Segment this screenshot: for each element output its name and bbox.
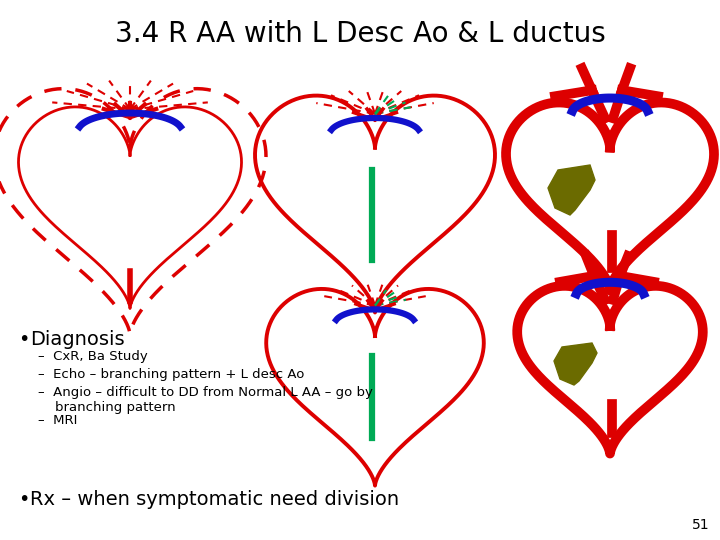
- Text: •: •: [18, 330, 30, 349]
- Text: 51: 51: [693, 518, 710, 532]
- Text: –  Echo – branching pattern + L desc Ao: – Echo – branching pattern + L desc Ao: [38, 368, 305, 381]
- Text: Diagnosis: Diagnosis: [30, 330, 125, 349]
- Text: Rx – when symptomatic need division: Rx – when symptomatic need division: [30, 490, 399, 509]
- Text: –  CxR, Ba Study: – CxR, Ba Study: [38, 350, 148, 363]
- Text: –  Angio – difficult to DD from Normal L AA – go by
    branching pattern: – Angio – difficult to DD from Normal L …: [38, 386, 373, 414]
- Polygon shape: [548, 165, 595, 215]
- Polygon shape: [554, 343, 597, 385]
- Text: –  MRI: – MRI: [38, 414, 77, 427]
- Text: 3.4 R AA with L Desc Ao & L ductus: 3.4 R AA with L Desc Ao & L ductus: [114, 20, 606, 48]
- Text: •: •: [18, 490, 30, 509]
